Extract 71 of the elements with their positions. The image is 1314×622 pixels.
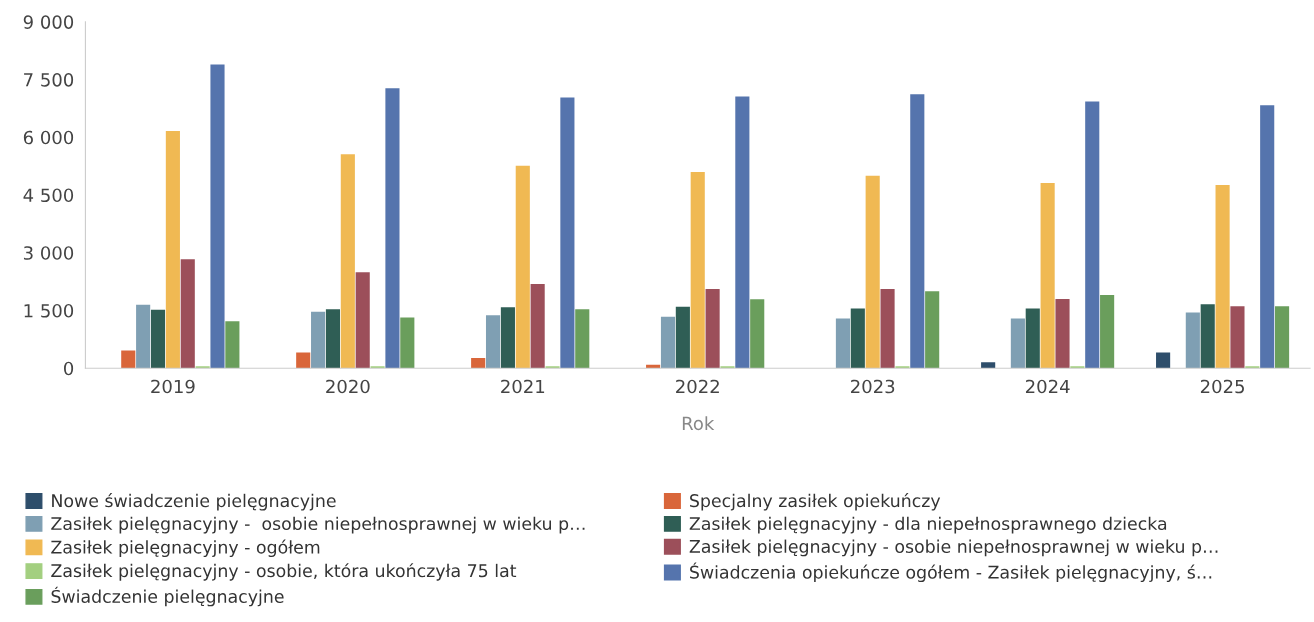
legend-label: Zasiłek pielęgnacyjny - osobie niepełnosprawnej w wieku p… [51,516,585,534]
bar [1055,298,1070,369]
bar [500,307,515,369]
bar [136,304,151,369]
x-tick-label: 2023 [851,379,895,394]
bar [1185,312,1200,369]
bar [325,309,341,369]
legend-label: Nowe świadczenie pielęgnacyjne [52,493,336,511]
bar [1215,184,1230,369]
legend-label: Specjalny zasiłek opiekuńczy [690,493,941,511]
bar [485,315,501,369]
legend-label: Zasiłek pielęgnacyjny - osobie niepełnosprawnej w wieku p… [689,539,1218,557]
bar [560,97,575,369]
bar [210,64,225,369]
legend-label: Zasiłek pielęgnacyjny - osobie, która ukończyła 75 lat [51,563,517,581]
bar [1010,318,1025,369]
bar [165,131,180,369]
bar [340,154,355,369]
x-tick-label: 2019 [151,379,195,394]
y-tick-label: 3 000 [23,246,74,260]
bar [690,171,705,369]
bar [981,362,996,369]
bar [1085,101,1100,369]
bar [515,165,530,369]
bar [865,175,880,369]
legend-label: Świadczenia opiekuńcze ogółem - Zasiłek pielęgnacyjny, ś… [690,562,1212,583]
bar [1100,295,1115,369]
bar [180,259,195,369]
x-tick-label: 2020 [326,379,370,394]
bar [910,94,925,369]
bar [1230,306,1245,369]
y-tick-label: 1 500 [24,303,74,318]
bar [121,350,136,369]
y-tick-label: 6 000 [23,130,74,145]
bar [1275,306,1290,369]
bar [400,317,415,369]
bar [296,352,311,369]
bar [675,306,690,369]
x-tick-label: 2024 [1025,379,1070,394]
y-tick-label: 0 [64,361,74,376]
y-tick-label: 9 000 [23,15,74,29]
bar [150,309,166,369]
bar [705,288,720,369]
bar [575,309,590,369]
bar [225,321,240,369]
bar [880,288,895,369]
bar [385,88,400,369]
legend-label: Świadczenie pielęgnacyjne [51,586,284,607]
legend-label: Zasiłek pielęgnacyjny - dla niepełnosprawnego dziecka [689,516,1167,534]
x-tick-label: 2021 [501,379,545,394]
bar [530,283,545,369]
bar [660,316,676,369]
bar [1260,105,1275,369]
bar [311,311,326,369]
legend-label: Zasiłek pielęgnacyjny - ogółem [51,539,320,558]
bar [750,299,765,369]
y-tick-label: 4 500 [23,188,74,203]
bar [735,96,750,369]
bar [850,308,865,369]
bar [1156,352,1171,369]
bar [1025,308,1040,369]
bar [1040,183,1055,369]
x-tick-label: 2025 [1200,379,1244,394]
x-tick-label: 2022 [676,379,719,394]
bar [471,358,486,369]
x-axis-title: Rok [682,416,715,431]
bar [925,291,940,369]
y-tick-label: 7 500 [24,72,74,87]
bar [835,318,851,369]
bar [1200,304,1215,369]
bar [355,272,370,369]
